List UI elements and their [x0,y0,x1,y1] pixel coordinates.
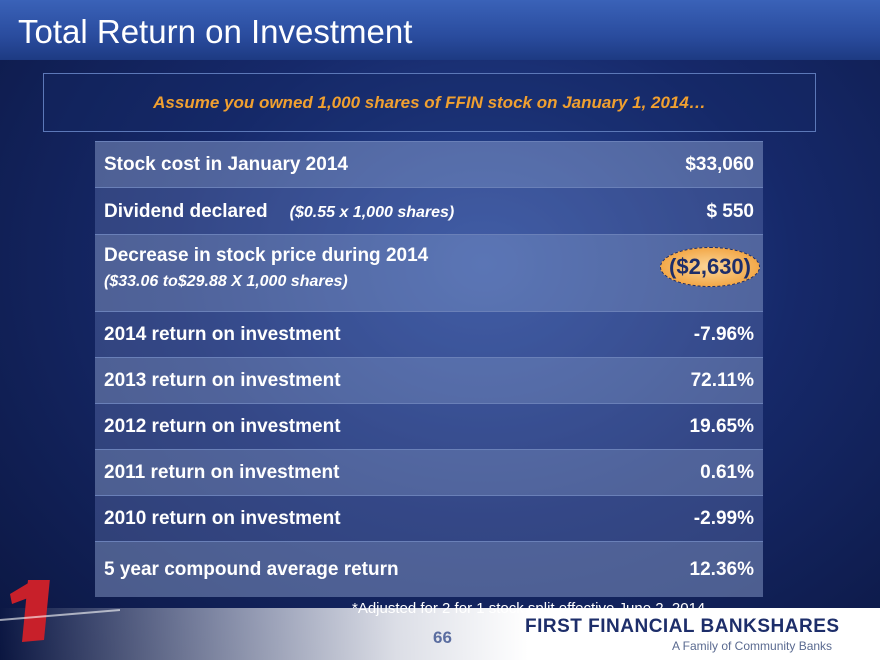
label-text: Dividend declared [104,200,268,222]
table-row: 2011 return on investment 0.61% [95,449,763,495]
row-label: 2010 return on investment [104,508,341,530]
tagline: A Family of Community Banks [672,639,833,653]
footer-band [0,608,880,660]
label-text: 2012 return on investment [104,416,341,437]
row-label: Dividend declared ($0.55 x 1,000 shares) [104,201,454,223]
label-text: 2013 return on investment [104,370,341,391]
label-text: 2014 return on investment [104,324,341,345]
streak [0,609,120,621]
row-value: -7.96% [693,324,754,345]
row-label: Decrease in stock price during 2014 ($33.… [104,245,428,291]
table-row: 2014 return on investment -7.96% [95,311,763,357]
table-row: Dividend declared ($0.55 x 1,000 shares) $… [95,187,763,234]
row-value: 72.11% [690,370,754,391]
table-row: Stock cost in January 2014 $33,060 [95,141,763,187]
title-bar: Total Return on Investment [0,0,880,60]
row-note: ($33.06 to$29.88 X 1,000 shares) [104,273,348,290]
row-value: ($2,630) [660,247,760,287]
page-number: 66 [433,628,452,647]
label-text: Decrease in stock price during 2014 [104,245,429,266]
table-row: 5 year compound average return 12.36% [95,541,763,597]
label-text: 2010 return on investment [104,508,341,529]
row-note: ($0.55 x 1,000 shares) [289,203,455,221]
red-one [22,580,50,642]
row-label: 2012 return on investment [104,416,341,438]
slide-title: Total Return on Investment [18,13,413,50]
row-label: 2014 return on investment [104,324,341,346]
row-label: 2013 return on investment [104,370,341,392]
subtitle-box: Assume you owned 1,000 shares of FFIN st… [43,73,816,132]
row-value: 0.61% [700,462,754,483]
red-one-flag [10,582,30,604]
label-text: 2011 return on investment [104,462,340,483]
company-logo: FIRST FINANCIAL BANKSHARES [525,616,840,637]
row-label: 2011 return on investment [104,462,339,484]
row-label: Stock cost in January 2014 [104,154,348,176]
row-value: 19.65% [689,416,754,437]
row-value: -2.99% [693,508,754,529]
footnote: *Adjusted for 2 for 1 stock split effect… [352,600,710,617]
logo-graphic [0,580,120,642]
label-text: 5 year compound average return [104,559,399,580]
row-value: $ 550 [706,200,754,222]
table-row: 2012 return on investment 19.65% [95,403,763,449]
row-value: $33,060 [685,154,754,175]
row-label: 5 year compound average return [104,559,399,581]
table-row: Decrease in stock price during 2014 ($33.… [95,234,763,311]
subtitle: Assume you owned 1,000 shares of FFIN st… [153,93,706,112]
table-row: 2013 return on investment 72.11% [95,357,763,403]
table-row: 2010 return on investment -2.99% [95,495,763,541]
label-text: Stock cost in January 2014 [104,154,348,175]
row-value: 12.36% [689,559,754,580]
